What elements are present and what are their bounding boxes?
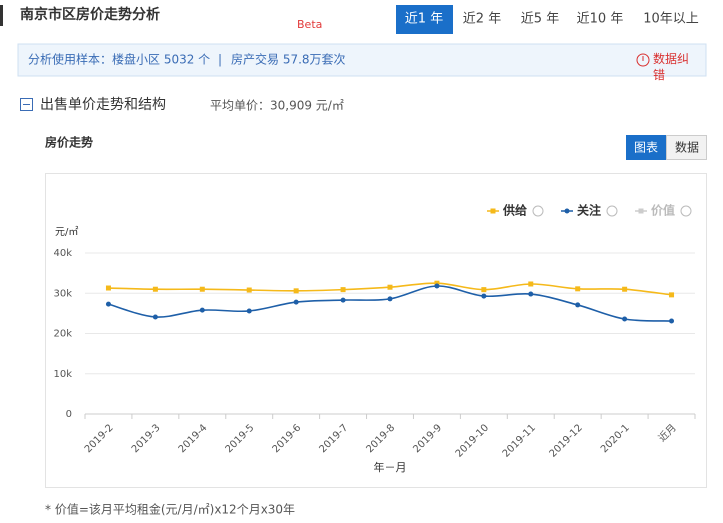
- y-tick-label: 20k: [53, 329, 72, 340]
- info-bar: [17, 43, 707, 77]
- point: [622, 286, 628, 292]
- page-title: 南京市区房价走势分析: [20, 6, 160, 23]
- point: [293, 288, 299, 294]
- point: [669, 292, 675, 298]
- point: [105, 301, 111, 307]
- y-axis-label: 元/㎡: [55, 226, 78, 238]
- tab[interactable]: 近2 年: [463, 12, 501, 27]
- point: [293, 299, 299, 305]
- tab[interactable]: 10年以上: [643, 12, 699, 27]
- point: [199, 307, 205, 313]
- collapse-icon[interactable]: [20, 98, 33, 111]
- tab[interactable]: 近10 年: [577, 12, 624, 27]
- legend-symbol: [638, 208, 644, 214]
- report-box[interactable]: 数据纠错: [653, 51, 695, 87]
- point: [105, 285, 111, 291]
- footnote: * 价值=该月平均租金(元/月/㎡)x12个月x30年: [45, 502, 295, 517]
- tab[interactable]: 近1 年: [405, 12, 443, 27]
- tab[interactable]: 近5 年: [521, 12, 559, 27]
- help-icon: [680, 205, 692, 217]
- point: [481, 293, 487, 299]
- transactions: 房产交易 57.8万套次: [231, 52, 346, 67]
- section-title: 出售单价走势和结构: [40, 97, 166, 113]
- point: [152, 286, 158, 292]
- button-label[interactable]: 数据: [675, 140, 699, 155]
- point: [387, 284, 393, 290]
- help-icon: [532, 205, 544, 217]
- average-price: 平均单价：30,909 元/㎡: [210, 99, 344, 113]
- point: [199, 286, 205, 292]
- legend-symbol: [490, 208, 496, 214]
- point: [528, 291, 534, 297]
- point: [340, 297, 346, 303]
- button-active[interactable]: [626, 135, 666, 160]
- help-icon: [606, 205, 618, 217]
- point: [622, 316, 628, 322]
- point: [434, 283, 440, 289]
- x-axis-label: 年－月: [374, 460, 407, 474]
- y-tick-label: 40k: [53, 248, 72, 259]
- sample: 分析使用样本：楼盘小区 5032 个: [28, 52, 210, 67]
- legend-label[interactable]: 关注: [577, 203, 601, 218]
- point: [246, 287, 252, 293]
- beta: Beta: [297, 18, 322, 31]
- point: [575, 286, 581, 292]
- point: [152, 314, 158, 320]
- legend-label[interactable]: 供给: [502, 203, 527, 218]
- point: [528, 281, 534, 287]
- report-icon: [636, 53, 650, 67]
- point: [246, 308, 252, 314]
- report[interactable]: 数据纠错: [653, 52, 690, 82]
- legend-symbol: [564, 208, 570, 214]
- chart-title: 房价走势: [45, 135, 93, 150]
- tab-active[interactable]: [396, 5, 453, 34]
- button[interactable]: [666, 135, 707, 160]
- button-label[interactable]: 图表: [634, 141, 658, 155]
- y-tick-label: 10k: [53, 369, 72, 380]
- legend-label[interactable]: 价值: [651, 203, 675, 218]
- separator: |: [218, 53, 222, 67]
- point: [669, 318, 675, 324]
- point: [340, 287, 346, 293]
- point: [575, 302, 581, 308]
- y-tick-label: 30k: [53, 288, 72, 299]
- chart-box: [45, 173, 707, 488]
- title-bar: [0, 5, 3, 26]
- point: [481, 287, 487, 293]
- y-tick-label: 0: [66, 409, 72, 420]
- point: [434, 280, 440, 286]
- point: [387, 296, 393, 302]
